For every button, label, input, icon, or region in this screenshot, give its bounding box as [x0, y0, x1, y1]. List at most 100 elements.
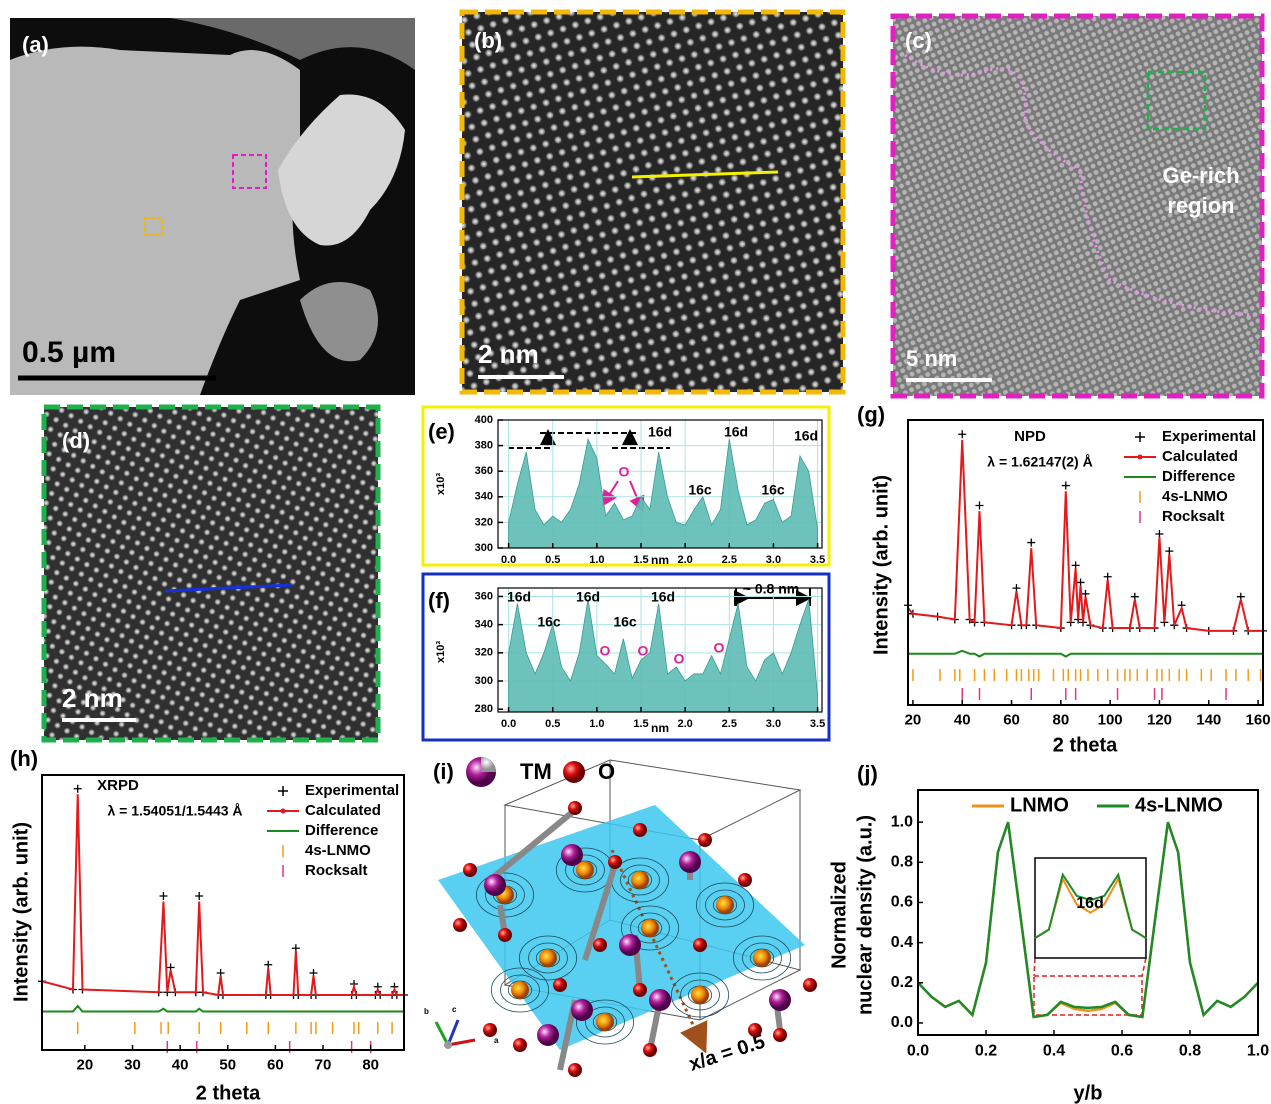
annotation: ~ 0.8 nm — [743, 581, 799, 597]
panel-label: (c) — [905, 28, 932, 53]
x-tick-label: 2.0 — [678, 718, 693, 730]
contour — [705, 889, 745, 921]
y-tick-label: 0.6 — [891, 894, 913, 911]
y-axis-label: x10³ — [435, 641, 447, 663]
tm-atom — [484, 874, 506, 896]
y-tick-label: 340 — [475, 491, 493, 503]
particle — [170, 18, 415, 70]
annotation: 16c — [761, 482, 785, 498]
charts: 0.0 0.5 1.0 1.5 2.0 2.5 3.0 3.5 300 320 340 360 380 4… — [10, 402, 1271, 1104]
contour — [742, 942, 782, 974]
plot-frame — [497, 587, 823, 713]
legend-label: Rocksalt — [305, 862, 368, 879]
o-atom — [693, 938, 707, 952]
panel-label: (j) — [857, 761, 878, 786]
y-tick-label: 0.2 — [891, 974, 913, 991]
inset-line — [1034, 872, 1147, 939]
series-line — [42, 1004, 404, 1013]
x-tick-label: 1.0 — [589, 718, 604, 730]
chart-title: XRPD — [97, 777, 139, 794]
annotation: 16d — [794, 428, 818, 444]
region-box — [144, 217, 163, 236]
scale-label: 2 nm — [62, 683, 123, 713]
series-line — [41, 794, 404, 997]
plot-frame — [917, 789, 1259, 1036]
contour — [680, 979, 720, 1011]
chart: 20 30 40 50 60 70 80 (h) 2 theta Intensity (arb. … — [10, 746, 408, 1104]
area — [508, 437, 818, 549]
tm-atom — [769, 989, 791, 1011]
axis-label: b — [424, 1007, 429, 1016]
contour — [485, 879, 525, 911]
x-tick-label: 1.5 — [633, 554, 648, 566]
x-axis-label: y/b — [1074, 1082, 1103, 1104]
x-tick-label: 0.4 — [1043, 1043, 1065, 1060]
annotation: 16d — [1076, 895, 1104, 912]
tm-atom — [537, 1024, 559, 1046]
annotation: O — [600, 643, 611, 659]
data-point — [1155, 530, 1164, 538]
contour — [565, 854, 605, 886]
annotation: 16d — [651, 589, 675, 605]
annotation: 16d — [648, 424, 672, 440]
panel-a: (a) 0.5 µm — [10, 18, 415, 396]
panel-label: (h) — [10, 746, 38, 771]
x-tick-label: 3.0 — [766, 718, 781, 730]
panel-label: (d) — [62, 428, 90, 453]
o-atom — [633, 823, 647, 837]
panel-label: (b) — [474, 28, 502, 53]
legend-label: Difference — [1162, 468, 1235, 485]
x-tick-label: 3.5 — [810, 554, 825, 566]
atom-site — [691, 986, 709, 1004]
particle — [10, 46, 300, 396]
atom-site — [539, 949, 557, 967]
x-tick-label: 0.5 — [545, 718, 560, 730]
atom-site — [631, 871, 649, 889]
axis — [446, 1019, 460, 1046]
series-line — [907, 439, 1263, 632]
panel-b: (b) 2 nm — [459, 9, 846, 395]
inset-guides — [1033, 957, 1147, 1016]
data-point — [159, 892, 168, 900]
atom-site — [716, 896, 734, 914]
x-tick-label: 0.0 — [501, 718, 516, 730]
data-point — [1012, 584, 1021, 593]
region-box — [232, 154, 267, 189]
legend-label: Calculated — [1162, 448, 1238, 465]
data-point — [1165, 547, 1174, 556]
o-atom — [608, 855, 622, 869]
x-tick-label: 40 — [172, 1056, 189, 1073]
x-tick-label: 70 — [315, 1056, 332, 1073]
axis — [434, 1021, 450, 1046]
o-atom — [643, 1043, 657, 1057]
data-point — [1061, 481, 1070, 490]
annotation: 16d — [576, 589, 600, 605]
y-tick-label: 360 — [475, 465, 493, 477]
scale-label: 0.5 µm — [22, 336, 116, 369]
contour — [733, 935, 792, 981]
panel-d: (d) 2 nm — [41, 404, 381, 743]
annotation: 16c — [613, 614, 637, 630]
y-tick-label: 400 — [475, 414, 493, 426]
legend-label: Rocksalt — [1162, 508, 1225, 525]
x-tick-label: 1.0 — [589, 554, 604, 566]
panel-border — [421, 572, 831, 742]
x-tick-label: 20 — [905, 711, 922, 728]
atom-site — [576, 861, 594, 879]
x-tick-label: 1.0 — [1247, 1043, 1269, 1060]
y-tick-label: 320 — [475, 516, 493, 528]
o-atom — [593, 938, 607, 952]
x-tick-label: 0.0 — [907, 1043, 929, 1060]
region-box — [1146, 70, 1207, 131]
o-atom — [738, 873, 752, 887]
tm-atom — [561, 844, 583, 866]
boundary — [904, 53, 1256, 317]
guide — [1141, 957, 1147, 977]
x-tick-label: 0.0 — [501, 554, 516, 566]
contour — [696, 882, 755, 928]
x-tick-label: 30 — [124, 1056, 141, 1073]
chart: 0.0 0.2 0.4 0.6 0.8 1.0 0.0 0.2 0.4 0.6 0.8 1.0 (j) y… — [828, 761, 1269, 1104]
o-atom — [633, 983, 647, 997]
legend-label: O — [598, 759, 615, 784]
y-tick-label: 320 — [475, 647, 493, 659]
